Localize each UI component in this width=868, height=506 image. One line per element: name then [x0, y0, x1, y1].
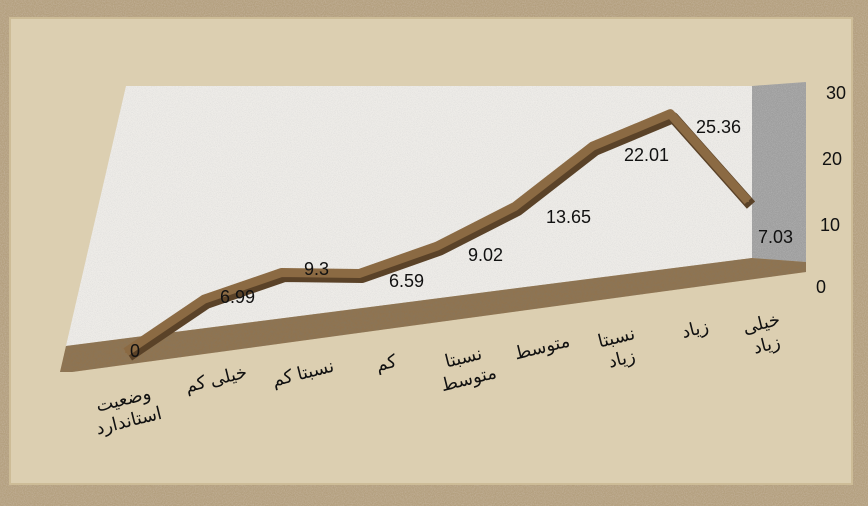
data-point-8 — [747, 200, 749, 203]
y-tick-10: 10 — [820, 215, 841, 235]
side-wall-shade — [752, 82, 806, 262]
data-point-2 — [280, 271, 283, 274]
y-tick-30: 30 — [826, 83, 847, 103]
data-label-2: 9.3 — [304, 259, 330, 279]
data-point-7 — [669, 112, 672, 115]
data-label-3: 6.59 — [389, 271, 425, 291]
floor-texture — [60, 258, 806, 372]
data-label-1: 6.99 — [220, 287, 256, 307]
series-line-shadow — [125, 112, 756, 361]
data-point-3 — [358, 272, 361, 275]
y-tick-20: 20 — [822, 149, 843, 169]
data-label-4: 9.02 — [468, 245, 504, 265]
line-series — [123, 109, 756, 361]
data-point-4 — [436, 245, 438, 248]
data-label-8: 7.03 — [758, 227, 794, 247]
data-point-5 — [513, 205, 516, 208]
data-point-1 — [202, 298, 205, 301]
data-label-0: 0 — [130, 341, 141, 361]
data-point-0 — [125, 351, 127, 353]
data-label-6: 22.01 — [624, 145, 670, 165]
data-label-7: 25.36 — [696, 117, 742, 137]
data-point-6 — [591, 145, 594, 148]
y-tick-0: 0 — [816, 277, 827, 297]
data-label-5: 13.65 — [546, 207, 592, 227]
